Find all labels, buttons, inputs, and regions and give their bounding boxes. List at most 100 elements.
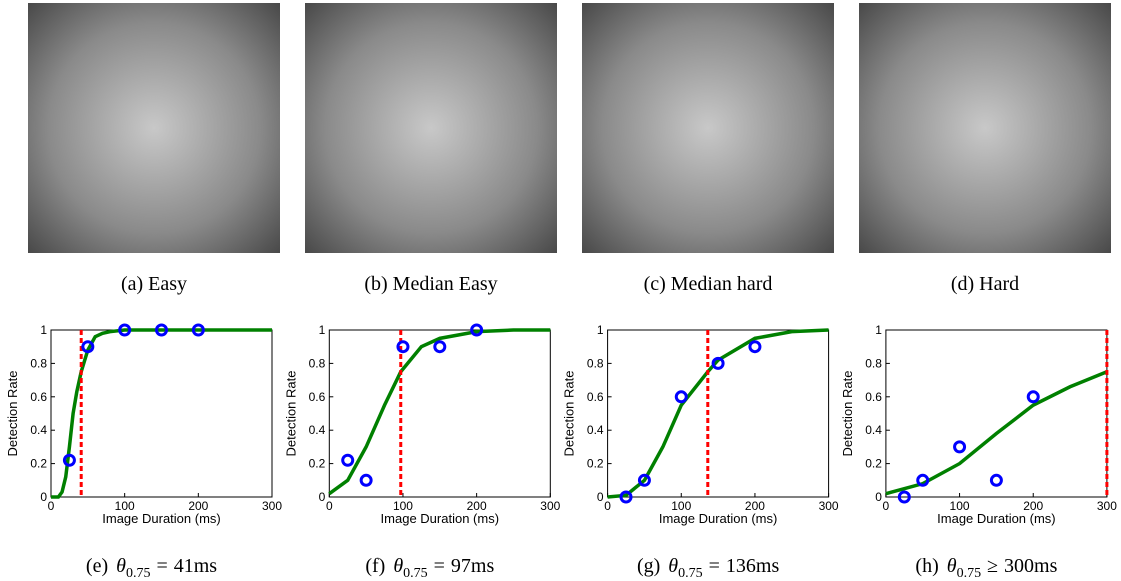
image-caption: (b) Median Easy <box>364 273 497 295</box>
y-tick-label: 0.8 <box>587 356 604 370</box>
caption-subscript: 0.75 <box>403 566 428 581</box>
y-tick-label: 0.8 <box>309 356 326 370</box>
plot-frame <box>607 329 830 498</box>
x-tick-label: 0 <box>326 499 333 513</box>
caption-label: (h) <box>915 555 938 577</box>
y-tick-label: 1 <box>319 323 326 337</box>
x-axis-label: Image Duration (ms) <box>381 511 499 526</box>
fit-curve <box>885 370 1108 496</box>
caption-relation: = <box>709 555 720 577</box>
x-tick-label: 300 <box>262 499 282 513</box>
y-tick-label: 0.6 <box>587 390 604 404</box>
x-tick-label: 0 <box>604 499 611 513</box>
y-axis-label: Detection Rate <box>5 371 20 457</box>
y-tick-label: 0.2 <box>587 457 604 471</box>
data-point <box>81 340 95 354</box>
x-axis-label: Image Duration (ms) <box>937 511 1055 526</box>
data-point <box>396 340 410 354</box>
fit-curve <box>51 328 272 499</box>
data-point <box>674 390 688 404</box>
data-point <box>191 323 205 337</box>
data-point <box>470 323 484 337</box>
y-tick-label: 0 <box>875 490 882 504</box>
caption-subscript: 0.75 <box>126 566 151 581</box>
aerial-image <box>305 3 557 253</box>
data-point <box>341 453 355 467</box>
data-point <box>155 323 168 337</box>
data-point <box>359 473 373 487</box>
y-tick-label: 0 <box>597 490 604 504</box>
x-tick-label: 0 <box>883 499 890 513</box>
y-tick-label: 1 <box>597 323 604 337</box>
chart-caption: (f) θ0.75 = 97ms <box>365 555 494 581</box>
x-tick-label: 300 <box>540 499 560 513</box>
image-caption: (a) Easy <box>121 273 187 295</box>
x-axis-label: Image Duration (ms) <box>102 511 220 526</box>
data-point <box>619 490 633 504</box>
caption-symbol: θ <box>393 555 403 577</box>
y-axis-label: Detection Rate <box>562 371 577 457</box>
data-point <box>1026 390 1040 404</box>
y-axis-label: Detection Rate <box>840 371 855 457</box>
plot-frame <box>328 329 551 498</box>
caption-value: 136ms <box>726 555 780 577</box>
y-tick-label: 0.2 <box>865 457 882 471</box>
x-tick-label: 0 <box>48 499 55 513</box>
data-point <box>989 473 1003 487</box>
x-tick-label: 200 <box>188 499 208 513</box>
caption-value: 300ms <box>1004 555 1058 577</box>
aerial-image <box>28 3 280 253</box>
fit-curve <box>328 328 551 496</box>
x-tick-label: 300 <box>819 499 839 513</box>
x-tick-label: 100 <box>950 499 970 513</box>
fit-curve <box>607 328 829 499</box>
caption-relation: = <box>156 555 167 577</box>
x-axis-label: Image Duration (ms) <box>659 511 777 526</box>
caption-symbol: θ <box>668 555 678 577</box>
y-tick-label: 1 <box>875 323 882 337</box>
caption-relation: ≥ <box>987 555 998 577</box>
aerial-image <box>859 3 1111 253</box>
data-point <box>62 453 76 467</box>
y-axis-label: Detection Rate <box>283 371 298 457</box>
aerial-image <box>582 3 834 253</box>
data-point <box>953 440 967 454</box>
caption-label: (e) <box>86 555 108 577</box>
data-point <box>433 340 447 354</box>
caption-value: 97ms <box>451 555 495 577</box>
y-tick-label: 0.8 <box>865 356 882 370</box>
x-tick-label: 200 <box>467 499 487 513</box>
x-tick-label: 200 <box>1023 499 1043 513</box>
caption-value: 41ms <box>174 555 218 577</box>
data-point <box>118 323 132 337</box>
y-tick-label: 0.4 <box>309 423 326 437</box>
x-tick-label: 300 <box>1097 499 1117 513</box>
image-caption: (c) Median hard <box>644 273 773 295</box>
y-tick-label: 0.6 <box>865 390 882 404</box>
caption-subscript: 0.75 <box>957 566 982 581</box>
caption-symbol: θ <box>116 555 126 577</box>
data-point <box>637 473 651 487</box>
data-point <box>897 490 911 504</box>
y-tick-label: 0.4 <box>865 423 882 437</box>
chart-caption: (e) θ0.75 = 41ms <box>86 555 217 581</box>
y-tick-label: 0.4 <box>587 423 604 437</box>
caption-symbol: θ <box>947 555 957 577</box>
caption-label: (f) <box>365 555 385 577</box>
x-tick-label: 100 <box>115 499 135 513</box>
data-point <box>748 340 762 354</box>
y-tick-label: 0.2 <box>309 457 326 471</box>
y-tick-label: 0 <box>319 490 326 504</box>
x-tick-label: 200 <box>745 499 765 513</box>
chart-caption: (h) θ0.75 ≥300ms <box>915 555 1057 581</box>
caption-label: (g) <box>637 555 660 577</box>
x-tick-label: 100 <box>393 499 413 513</box>
x-tick-label: 100 <box>671 499 691 513</box>
chart-caption: (g) θ0.75 = 136ms <box>637 555 779 581</box>
image-caption: (d) Hard <box>951 273 1019 295</box>
y-tick-label: 0.6 <box>309 390 326 404</box>
y-tick-label: 0.8 <box>30 356 47 370</box>
y-tick-label: 0 <box>40 490 47 504</box>
plot-frame <box>50 329 273 498</box>
